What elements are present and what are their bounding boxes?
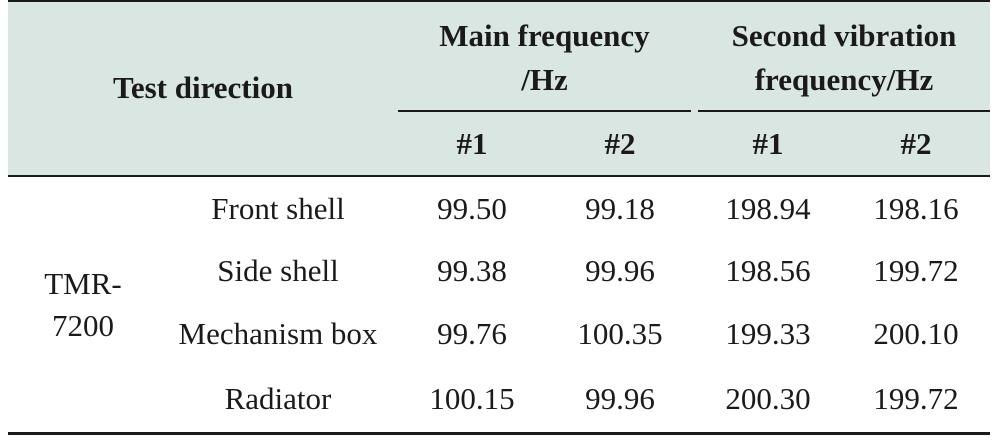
- table-cell: 100.15: [429, 381, 515, 416]
- table-cell: 200.10: [873, 316, 959, 351]
- header-test-direction: Test direction: [113, 70, 293, 105]
- table-cell: 198.94: [725, 191, 811, 226]
- header-second-vibration-frequency: Second vibration frequency/Hz: [731, 18, 957, 97]
- table-cell: 99.96: [585, 381, 655, 416]
- main-frequency-subrule: [398, 110, 691, 112]
- table-cell: 99.96: [585, 253, 655, 288]
- header-second-1: #1: [752, 125, 784, 161]
- header-second-2: #2: [900, 125, 932, 161]
- table-cell: 198.16: [873, 191, 959, 226]
- row-direction: Radiator: [224, 381, 332, 416]
- table-cell: 199.72: [873, 381, 959, 416]
- second-vibration-subrule: [698, 110, 990, 112]
- group-label-tmr-7200: TMR- 7200: [44, 266, 122, 343]
- table-cell: 99.76: [437, 316, 507, 351]
- header-main-1: #1: [456, 125, 488, 161]
- header-main-frequency: Main frequency /Hz: [439, 18, 650, 97]
- frequency-table: Test direction Main frequency /Hz Second…: [8, 0, 990, 443]
- table-header-background: [8, 0, 990, 176]
- bottom-rule: [8, 432, 990, 435]
- header-main-2: #2: [604, 125, 636, 161]
- header-bottom-rule: [8, 175, 990, 177]
- table-cell: 199.72: [873, 253, 959, 288]
- top-rule: [8, 0, 990, 2]
- table-cell: 99.50: [437, 191, 507, 226]
- table-cell: 100.35: [577, 316, 663, 351]
- row-direction: Front shell: [211, 191, 345, 226]
- table-cell: 99.18: [585, 191, 655, 226]
- table-cell: 99.38: [437, 253, 507, 288]
- table-cell: 198.56: [725, 253, 811, 288]
- row-direction: Side shell: [217, 253, 339, 288]
- row-direction: Mechanism box: [178, 316, 378, 351]
- table-cell: 200.30: [725, 381, 811, 416]
- table-cell: 199.33: [725, 316, 811, 351]
